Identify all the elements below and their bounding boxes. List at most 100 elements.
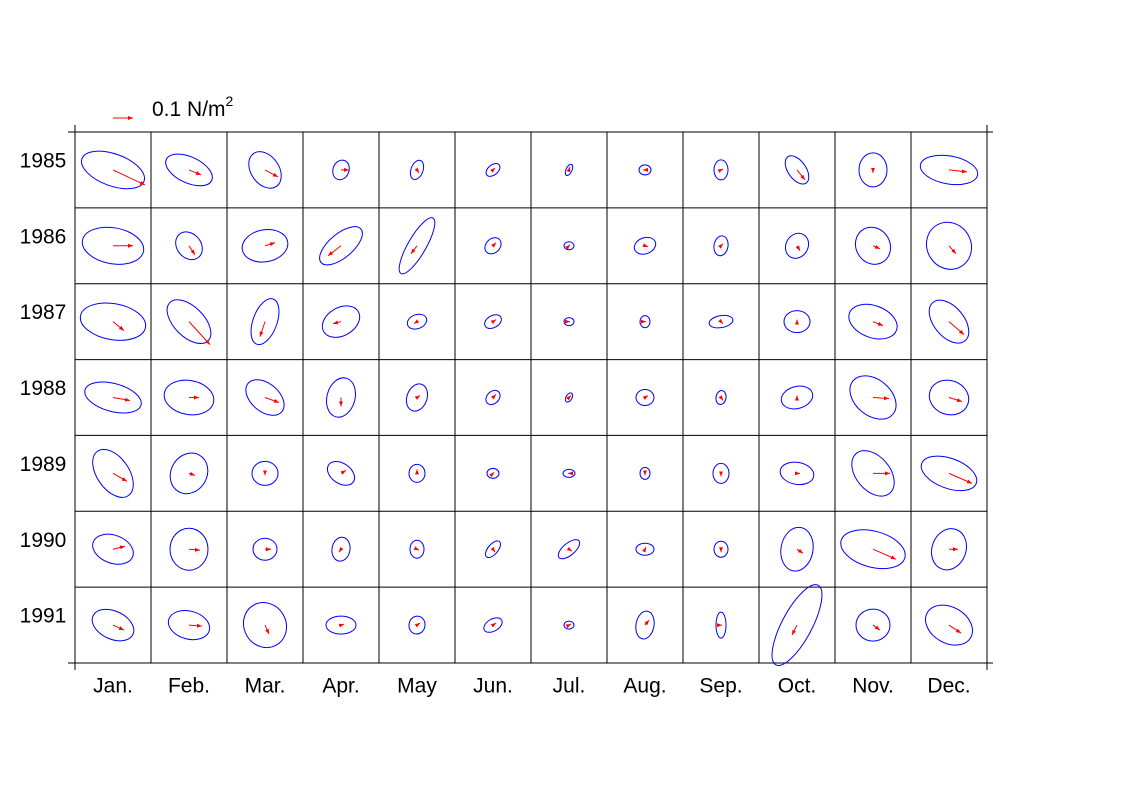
legend-unit: N/m bbox=[187, 98, 226, 121]
variance-ellipse bbox=[245, 379, 285, 416]
variance-ellipse bbox=[840, 529, 906, 570]
legend-label: 0.1 N/m2 bbox=[152, 93, 234, 121]
mean-vector bbox=[188, 169, 202, 176]
variance-ellipse bbox=[485, 540, 501, 559]
mean-vector bbox=[718, 395, 724, 401]
row-label: 1985 bbox=[20, 149, 67, 172]
mean-vector bbox=[796, 548, 804, 554]
variance-ellipse bbox=[169, 452, 209, 495]
variance-ellipse bbox=[84, 381, 142, 414]
variance-ellipse bbox=[409, 539, 425, 559]
mean-vector bbox=[565, 623, 572, 629]
variance-ellipse bbox=[713, 159, 729, 181]
variance-ellipse bbox=[167, 609, 211, 641]
column-label: Jun. bbox=[473, 675, 513, 698]
mean-vector bbox=[264, 242, 276, 247]
mean-vector bbox=[791, 624, 798, 636]
mean-vector bbox=[414, 622, 421, 628]
variance-ellipse bbox=[784, 155, 810, 185]
mean-vector bbox=[641, 546, 647, 553]
mean-vector bbox=[188, 547, 201, 552]
variance-ellipse bbox=[326, 377, 356, 418]
variance-ellipse bbox=[92, 533, 134, 565]
mean-vector bbox=[188, 471, 196, 476]
variance-ellipse bbox=[638, 164, 652, 176]
variance-ellipse bbox=[165, 153, 213, 187]
row-label: 1989 bbox=[20, 453, 67, 476]
variance-ellipse bbox=[919, 154, 979, 186]
variance-ellipse bbox=[849, 375, 897, 420]
mean-vector bbox=[112, 397, 131, 402]
variance-ellipse bbox=[251, 460, 279, 486]
column-label: Dec. bbox=[927, 675, 970, 698]
variance-ellipse bbox=[712, 462, 730, 484]
variance-ellipse bbox=[486, 467, 500, 479]
variance-ellipse bbox=[715, 390, 727, 405]
column-label: Feb. bbox=[168, 675, 210, 698]
mean-vector bbox=[112, 545, 126, 550]
variance-ellipse bbox=[639, 315, 651, 329]
column-label: Sep. bbox=[699, 675, 742, 698]
variance-ellipse bbox=[91, 608, 135, 642]
mean-vector bbox=[795, 245, 801, 252]
variance-ellipse bbox=[484, 314, 502, 330]
variance-ellipse bbox=[398, 217, 436, 275]
variance-ellipse bbox=[248, 151, 282, 189]
variance-ellipse bbox=[639, 466, 651, 480]
variance-ellipse bbox=[326, 460, 356, 486]
variance-ellipse bbox=[409, 159, 425, 181]
column-label: Mar. bbox=[245, 675, 286, 698]
row-label: 1986 bbox=[20, 225, 67, 248]
variance-ellipse bbox=[483, 617, 503, 633]
mean-vector bbox=[642, 395, 649, 400]
mean-vector bbox=[490, 622, 497, 628]
variance-ellipse bbox=[633, 236, 657, 255]
mean-vector bbox=[872, 244, 881, 250]
mean-vector bbox=[718, 318, 724, 324]
variance-ellipse bbox=[321, 305, 361, 338]
variance-ellipse bbox=[485, 163, 501, 177]
mean-vector bbox=[413, 546, 420, 551]
variance-ellipse bbox=[635, 610, 655, 640]
variance-ellipse bbox=[855, 608, 891, 642]
variance-ellipse bbox=[563, 317, 575, 327]
row-label: 1991 bbox=[20, 605, 67, 628]
variance-ellipse bbox=[250, 298, 280, 346]
variance-ellipse bbox=[81, 226, 145, 265]
variance-ellipse bbox=[708, 314, 734, 329]
row-label: 1990 bbox=[20, 529, 67, 552]
mean-vector bbox=[489, 472, 495, 478]
variance-ellipse bbox=[242, 602, 288, 649]
variance-ellipse bbox=[848, 303, 898, 340]
mean-vector bbox=[872, 321, 884, 327]
variance-ellipse bbox=[563, 620, 575, 630]
variance-ellipse bbox=[635, 389, 655, 406]
mean-vector bbox=[264, 624, 270, 635]
mean-vector bbox=[259, 321, 266, 337]
mean-vector bbox=[948, 321, 965, 336]
column-label: Aug. bbox=[623, 675, 666, 698]
variance-ellipse bbox=[920, 455, 978, 492]
variance-ellipse bbox=[780, 526, 814, 572]
column-label: May bbox=[397, 675, 437, 698]
mean-vector bbox=[872, 624, 881, 631]
variance-ellipse bbox=[562, 468, 576, 478]
variance-ellipse bbox=[241, 229, 289, 263]
mean-vector bbox=[490, 167, 496, 173]
mean-vector bbox=[872, 548, 897, 560]
variance-ellipse bbox=[784, 232, 810, 259]
variance-ellipse bbox=[925, 221, 973, 270]
mean-vector bbox=[332, 320, 342, 325]
variance-ellipse bbox=[713, 235, 729, 257]
variance-ellipse bbox=[92, 448, 134, 498]
mean-vector bbox=[188, 245, 196, 256]
variance-ellipse bbox=[175, 231, 203, 261]
column-label: Jan. bbox=[93, 675, 133, 698]
variance-ellipse bbox=[79, 302, 147, 341]
mean-vector bbox=[338, 623, 345, 628]
variance-ellipse bbox=[925, 604, 973, 646]
mean-vector bbox=[796, 169, 806, 181]
row-label: 1987 bbox=[20, 301, 67, 324]
mean-vector bbox=[410, 245, 418, 255]
